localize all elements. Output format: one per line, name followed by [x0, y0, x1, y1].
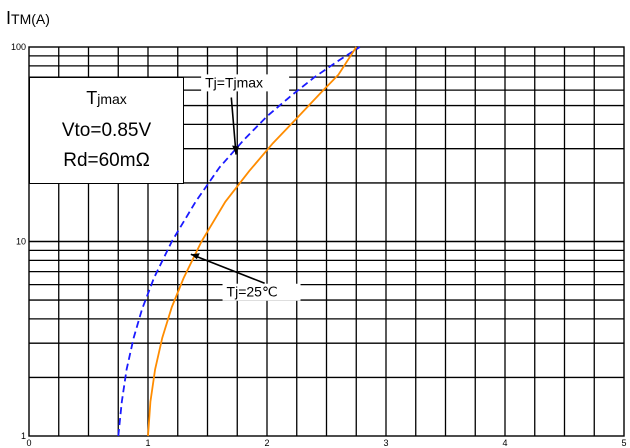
x-tick-label: 4: [502, 438, 507, 448]
parameter-tjmax-sub: jmax: [97, 91, 127, 107]
annotation-25c-pointer: [190, 253, 265, 284]
annotation-tjmax-pointer: [230, 97, 237, 155]
annotation-tjmax-bg: [201, 74, 290, 92]
y-axis-label-main: I: [6, 8, 12, 28]
annotation-tjmax: Tj=Tjmax: [205, 74, 263, 90]
parameter-box: Tjmax Vto=0.85V Rd=60mΩ: [29, 77, 184, 184]
y-tick-label: 1: [21, 431, 26, 441]
y-tick-label: 100: [11, 42, 26, 52]
y-axis-label-sub: TM(A): [11, 11, 50, 27]
parameter-tjmax: Tjmax: [30, 88, 183, 109]
annotation-25c-arrowhead: [190, 253, 200, 260]
annotation-25c: Tj=25℃: [227, 284, 278, 300]
series-tjmax-line: [117, 46, 361, 437]
x-tick-label: 3: [383, 438, 388, 448]
annotation-25c-bg: [222, 283, 301, 301]
y-tick-label: 10: [16, 237, 26, 247]
x-tick-label: 0: [26, 438, 31, 448]
x-tick-label: 2: [264, 438, 269, 448]
parameter-rd: Rd=60mΩ: [63, 150, 150, 171]
x-tick-label: 5: [621, 438, 626, 448]
x-tick-label: 1: [145, 438, 150, 448]
annotation-tjmax-arrowhead: [232, 145, 240, 155]
y-axis-label: ITM(A): [6, 8, 50, 29]
series-25c-line: [147, 46, 358, 437]
parameter-vto: Vto=0.85V: [61, 120, 152, 141]
parameter-tjmax-main: T: [86, 88, 98, 108]
